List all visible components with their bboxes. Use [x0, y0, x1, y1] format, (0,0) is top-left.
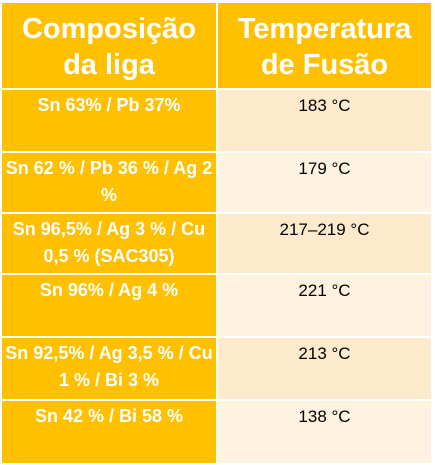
header-composition: Composição da liga: [0, 1, 218, 90]
melting-temperature-cell: 213 °C: [216, 336, 433, 401]
melting-temperature-cell: 183 °C: [216, 88, 433, 153]
alloy-composition-cell: Sn 63% / Pb 37%: [0, 88, 218, 153]
table-row: Sn 96,5% / Ag 3 % / Cu 0,5 % (SAC305) 21…: [0, 212, 433, 275]
melting-temperature-cell: 217–219 °C: [216, 212, 433, 275]
table-row: Sn 63% / Pb 37% 183 °C: [0, 88, 433, 153]
table-header: Composição da liga Temperatura de Fusão: [0, 1, 433, 90]
alloy-composition-cell: Sn 96% / Ag 4 %: [0, 273, 218, 338]
header-melting-temperature: Temperatura de Fusão: [216, 1, 433, 90]
melting-temperature-cell: 138 °C: [216, 399, 433, 465]
alloy-composition-cell: Sn 42 % / Bi 58 %: [0, 399, 218, 465]
table-body: Sn 63% / Pb 37% 183 °C Sn 62 % / Pb 36 %…: [0, 88, 433, 465]
table-row: Sn 92,5% / Ag 3,5 % / Cu 1 % / Bi 3 % 21…: [0, 336, 433, 401]
header-row: Composição da liga Temperatura de Fusão: [0, 1, 433, 90]
alloy-composition-cell: Sn 96,5% / Ag 3 % / Cu 0,5 % (SAC305): [0, 212, 218, 275]
melting-temperature-cell: 221 °C: [216, 273, 433, 338]
alloy-composition-cell: Sn 62 % / Pb 36 % / Ag 2 %: [0, 151, 218, 214]
table-row: Sn 96% / Ag 4 % 221 °C: [0, 273, 433, 338]
alloy-composition-cell: Sn 92,5% / Ag 3,5 % / Cu 1 % / Bi 3 %: [0, 336, 218, 401]
melting-temperature-cell: 179 °C: [216, 151, 433, 214]
table-row: Sn 42 % / Bi 58 % 138 °C: [0, 399, 433, 465]
table-row: Sn 62 % / Pb 36 % / Ag 2 % 179 °C: [0, 151, 433, 214]
